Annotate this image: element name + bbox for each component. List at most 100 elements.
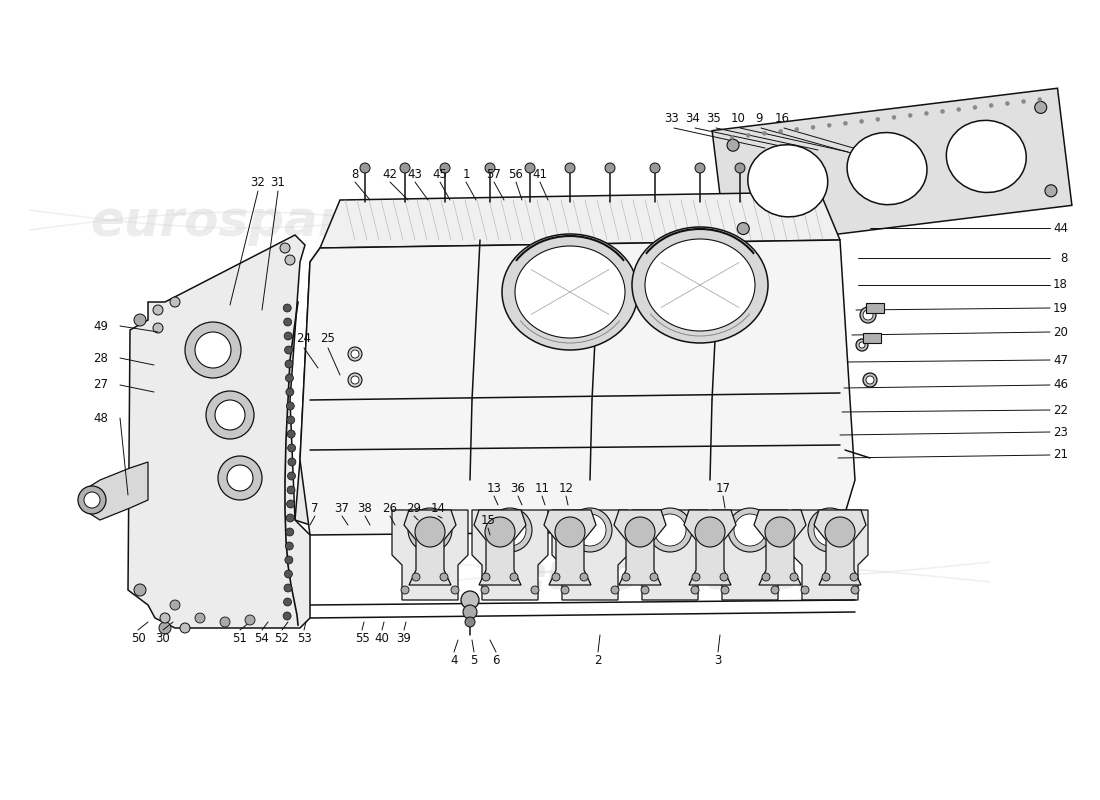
Circle shape bbox=[170, 600, 180, 610]
Polygon shape bbox=[814, 510, 866, 585]
Circle shape bbox=[284, 598, 292, 606]
Circle shape bbox=[286, 388, 294, 396]
Circle shape bbox=[762, 573, 770, 581]
Circle shape bbox=[218, 456, 262, 500]
Circle shape bbox=[463, 605, 477, 619]
Circle shape bbox=[866, 376, 874, 384]
Circle shape bbox=[556, 517, 585, 547]
Circle shape bbox=[531, 586, 539, 594]
Text: 19: 19 bbox=[1053, 302, 1068, 314]
Circle shape bbox=[728, 508, 772, 552]
Text: 39: 39 bbox=[397, 631, 411, 645]
Circle shape bbox=[465, 617, 475, 627]
Circle shape bbox=[989, 103, 993, 107]
Circle shape bbox=[574, 514, 606, 546]
Circle shape bbox=[525, 163, 535, 173]
Circle shape bbox=[776, 163, 785, 173]
Circle shape bbox=[957, 107, 960, 111]
Circle shape bbox=[734, 514, 766, 546]
Polygon shape bbox=[754, 510, 806, 585]
Text: 7: 7 bbox=[311, 502, 319, 514]
Circle shape bbox=[814, 514, 846, 546]
Circle shape bbox=[286, 514, 294, 522]
Circle shape bbox=[909, 114, 912, 118]
Text: 40: 40 bbox=[375, 631, 389, 645]
Circle shape bbox=[285, 570, 293, 578]
Circle shape bbox=[280, 243, 290, 253]
Text: 15: 15 bbox=[481, 514, 495, 526]
Text: 20: 20 bbox=[1053, 326, 1068, 338]
Circle shape bbox=[134, 584, 146, 596]
Text: 30: 30 bbox=[155, 631, 170, 645]
Circle shape bbox=[825, 517, 855, 547]
Text: 33: 33 bbox=[664, 111, 680, 125]
Circle shape bbox=[827, 123, 832, 127]
Circle shape bbox=[360, 163, 370, 173]
Circle shape bbox=[822, 573, 830, 581]
Text: 22: 22 bbox=[1053, 403, 1068, 417]
Circle shape bbox=[351, 376, 359, 384]
Text: eurospares: eurospares bbox=[512, 551, 828, 599]
Ellipse shape bbox=[645, 239, 755, 331]
Text: 47: 47 bbox=[1053, 354, 1068, 366]
Circle shape bbox=[220, 617, 230, 627]
Text: eurospares: eurospares bbox=[90, 198, 406, 246]
Circle shape bbox=[160, 622, 170, 634]
Text: 57: 57 bbox=[486, 167, 502, 181]
Circle shape bbox=[153, 305, 163, 315]
Circle shape bbox=[730, 135, 734, 139]
Circle shape bbox=[580, 573, 588, 581]
Circle shape bbox=[285, 542, 294, 550]
Text: 25: 25 bbox=[320, 331, 336, 345]
Circle shape bbox=[180, 623, 190, 633]
Circle shape bbox=[400, 163, 410, 173]
Circle shape bbox=[856, 339, 868, 351]
Circle shape bbox=[859, 342, 865, 348]
Circle shape bbox=[285, 360, 293, 368]
Text: 37: 37 bbox=[334, 502, 350, 514]
Circle shape bbox=[153, 323, 163, 333]
Circle shape bbox=[795, 127, 799, 131]
Circle shape bbox=[351, 350, 359, 358]
Text: 38: 38 bbox=[358, 502, 373, 514]
Text: 44: 44 bbox=[1053, 222, 1068, 234]
Text: 8: 8 bbox=[351, 167, 359, 181]
Circle shape bbox=[864, 373, 877, 387]
Circle shape bbox=[488, 508, 532, 552]
Text: 35: 35 bbox=[706, 111, 722, 125]
Polygon shape bbox=[792, 510, 868, 600]
Circle shape bbox=[1035, 102, 1047, 114]
Ellipse shape bbox=[632, 227, 768, 343]
Text: 1: 1 bbox=[462, 167, 470, 181]
Circle shape bbox=[414, 514, 446, 546]
Ellipse shape bbox=[502, 234, 638, 350]
Circle shape bbox=[287, 500, 295, 508]
Text: 24: 24 bbox=[297, 331, 311, 345]
Circle shape bbox=[621, 573, 630, 581]
Circle shape bbox=[654, 514, 686, 546]
Circle shape bbox=[864, 310, 873, 320]
Circle shape bbox=[461, 591, 478, 609]
Text: 32: 32 bbox=[251, 177, 265, 190]
Circle shape bbox=[552, 573, 560, 581]
Circle shape bbox=[850, 573, 858, 581]
Circle shape bbox=[720, 573, 728, 581]
Circle shape bbox=[691, 586, 698, 594]
Ellipse shape bbox=[748, 145, 827, 217]
Text: 6: 6 bbox=[493, 654, 499, 666]
Circle shape bbox=[1045, 185, 1057, 197]
Text: 28: 28 bbox=[94, 351, 108, 365]
Circle shape bbox=[727, 139, 739, 151]
Circle shape bbox=[801, 586, 808, 594]
Text: 23: 23 bbox=[1053, 426, 1068, 438]
Circle shape bbox=[735, 163, 745, 173]
Circle shape bbox=[348, 347, 362, 361]
Text: 42: 42 bbox=[383, 167, 397, 181]
Circle shape bbox=[84, 492, 100, 508]
Circle shape bbox=[860, 307, 876, 323]
Text: 9: 9 bbox=[756, 111, 762, 125]
Text: 3: 3 bbox=[714, 654, 722, 666]
Text: 10: 10 bbox=[730, 111, 746, 125]
Circle shape bbox=[695, 163, 705, 173]
Text: 18: 18 bbox=[1053, 278, 1068, 291]
